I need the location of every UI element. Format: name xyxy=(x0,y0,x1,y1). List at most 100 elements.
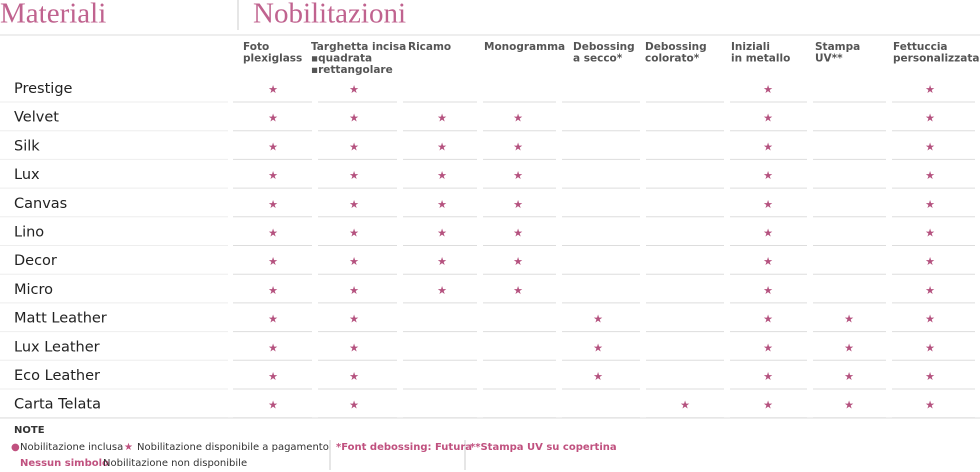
row-name: Eco Leather xyxy=(14,368,100,384)
footnote: **Stampa UV su copertina xyxy=(470,442,617,453)
cell-symbol: ★ xyxy=(437,140,447,153)
cell-symbol: ★ xyxy=(925,255,935,268)
row-name: Micro xyxy=(14,282,53,298)
column-header: personalizzata xyxy=(893,53,979,65)
cell-symbol: ★ xyxy=(268,83,278,96)
notes-title: NOTE xyxy=(14,425,45,436)
column-header: colorato* xyxy=(645,53,700,65)
cell-symbol: ★ xyxy=(844,399,854,412)
legend-symbol: ● xyxy=(11,442,20,453)
cell-symbol: ★ xyxy=(349,198,359,211)
cell-symbol: ★ xyxy=(268,227,278,240)
cell-symbol: ★ xyxy=(268,255,278,268)
cell-symbol: ★ xyxy=(925,140,935,153)
cell-symbol: ★ xyxy=(268,313,278,326)
cell-symbol: ★ xyxy=(349,399,359,412)
enhancements-title: Nobilitazioni xyxy=(253,0,406,30)
cell-symbol: ★ xyxy=(680,399,690,412)
cell-symbol: ★ xyxy=(763,313,773,326)
cell-symbol: ★ xyxy=(349,284,359,297)
column-header: Fettuccia xyxy=(893,41,948,53)
cell-symbol: ★ xyxy=(437,198,447,211)
column-header: Debossing xyxy=(645,41,707,53)
footnote: *Font debossing: Futura xyxy=(336,442,472,453)
cell-symbol: ★ xyxy=(268,198,278,211)
cell-symbol: ★ xyxy=(763,83,773,96)
cell-symbol: ★ xyxy=(513,169,523,182)
cell-symbol: ★ xyxy=(844,341,854,354)
cell-symbol: ★ xyxy=(268,370,278,383)
column-header: Debossing xyxy=(573,41,635,53)
column-header: Stampa xyxy=(815,41,860,53)
cell-symbol: ★ xyxy=(763,227,773,240)
cell-symbol: ★ xyxy=(349,370,359,383)
cell-symbol: ★ xyxy=(925,284,935,297)
cell-symbol: ★ xyxy=(268,284,278,297)
legend-text: Nobilitazione disponibile a pagamento xyxy=(137,442,329,453)
cell-symbol: ★ xyxy=(925,313,935,326)
row-name: Lux xyxy=(14,167,40,183)
cell-symbol: ★ xyxy=(268,341,278,354)
cell-symbol: ★ xyxy=(349,255,359,268)
cell-symbol: ★ xyxy=(268,399,278,412)
cell-symbol: ★ xyxy=(349,227,359,240)
row-name: Carta Telata xyxy=(14,397,101,413)
column-header: Monogramma xyxy=(484,41,565,53)
cell-symbol: ★ xyxy=(925,198,935,211)
cell-symbol: ★ xyxy=(268,112,278,125)
row-name: Canvas xyxy=(14,196,67,212)
cell-symbol: ★ xyxy=(844,313,854,326)
cell-symbol: ★ xyxy=(437,112,447,125)
row-name: Silk xyxy=(14,138,40,154)
cell-symbol: ★ xyxy=(349,313,359,326)
cell-symbol: ★ xyxy=(437,169,447,182)
cell-symbol: ★ xyxy=(763,112,773,125)
row-name: Prestige xyxy=(14,81,73,97)
column-header: Foto xyxy=(243,41,269,53)
cell-symbol: ★ xyxy=(349,140,359,153)
cell-symbol: ★ xyxy=(268,169,278,182)
cell-symbol: ★ xyxy=(925,83,935,96)
cell-symbol: ★ xyxy=(763,198,773,211)
cell-symbol: ★ xyxy=(268,140,278,153)
column-header: in metallo xyxy=(731,53,790,65)
cell-symbol: ★ xyxy=(763,255,773,268)
cell-symbol: ★ xyxy=(844,370,854,383)
materials-title: Materiali xyxy=(0,0,106,30)
row-name: Lux Leather xyxy=(14,339,100,355)
row-name: Matt Leather xyxy=(14,311,107,327)
cell-symbol: ★ xyxy=(593,370,603,383)
row-name: Decor xyxy=(14,253,57,269)
column-header: plexiglass xyxy=(243,53,302,65)
cell-symbol: ★ xyxy=(925,112,935,125)
legend-symbol: ★ xyxy=(124,442,133,453)
cell-symbol: ★ xyxy=(763,399,773,412)
column-header: a secco* xyxy=(573,53,623,65)
column-header: ▪rettangolare xyxy=(311,64,393,76)
cell-symbol: ★ xyxy=(925,227,935,240)
cell-symbol: ★ xyxy=(925,169,935,182)
column-header: Ricamo xyxy=(408,41,451,53)
column-header: Targhetta incisa xyxy=(311,41,406,53)
row-name: Velvet xyxy=(14,110,59,126)
cell-symbol: ★ xyxy=(925,341,935,354)
column-header: UV** xyxy=(815,53,843,65)
cell-symbol: ★ xyxy=(593,341,603,354)
cell-symbol: ★ xyxy=(513,284,523,297)
legend-text: Nobilitazione non disponibile xyxy=(103,458,247,469)
cell-symbol: ★ xyxy=(513,255,523,268)
cell-symbol: ★ xyxy=(763,341,773,354)
legend-text: Nobilitazione inclusa xyxy=(20,442,123,453)
row-name: Lino xyxy=(14,225,44,241)
column-header: ▪quadrata xyxy=(311,53,372,65)
legend-symbol: Nessun simbolo xyxy=(20,458,109,469)
cell-symbol: ★ xyxy=(763,140,773,153)
cell-symbol: ★ xyxy=(437,227,447,240)
cell-symbol: ★ xyxy=(349,83,359,96)
cell-symbol: ★ xyxy=(513,227,523,240)
cell-symbol: ★ xyxy=(763,169,773,182)
cell-symbol: ★ xyxy=(513,112,523,125)
column-header: Iniziali xyxy=(731,41,770,53)
cell-symbol: ★ xyxy=(763,284,773,297)
